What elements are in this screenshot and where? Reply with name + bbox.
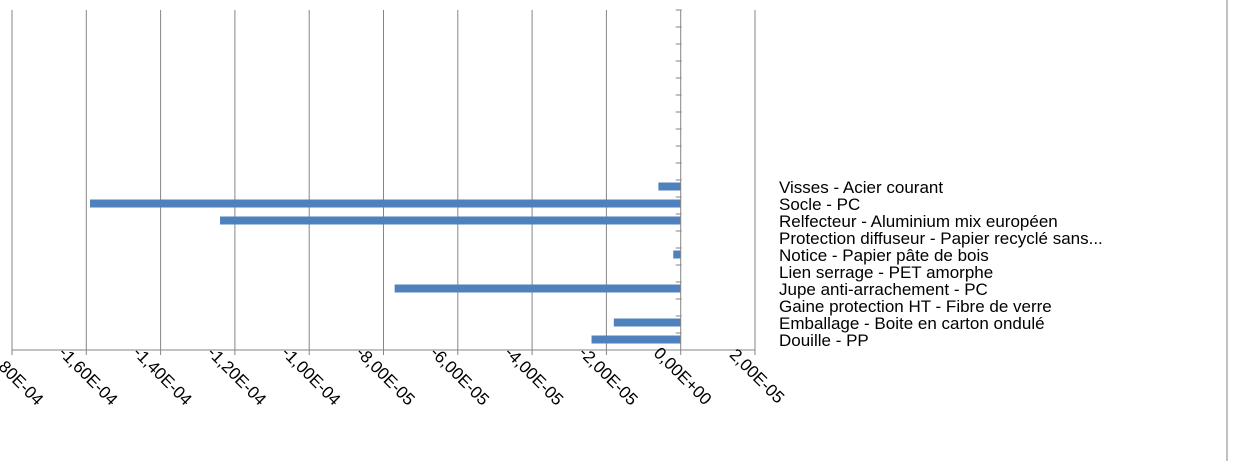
bar bbox=[220, 216, 681, 225]
bar bbox=[673, 250, 681, 259]
x-tick-label: -4,00E-05 bbox=[501, 343, 567, 409]
bar bbox=[394, 284, 681, 293]
category-label: Douille - PP bbox=[779, 331, 869, 350]
x-tick-label: -2,00E-05 bbox=[575, 343, 641, 409]
category-label: Jupe anti-arrachement - PC bbox=[779, 280, 988, 299]
x-tick-label: 2,00E-05 bbox=[726, 345, 788, 407]
category-label: Lien serrage - PET amorphe bbox=[779, 263, 993, 282]
gridlines bbox=[11, 10, 756, 350]
x-tick-label: -1,40E-04 bbox=[129, 343, 195, 409]
category-label: Notice - Papier pâte de bois bbox=[779, 246, 989, 265]
x-tick-labels: -1,80E-04 -1,60E-04 -1,40E-04 -1,20E-04 -1,0… bbox=[0, 343, 788, 409]
x-tick-label: -1,20E-04 bbox=[204, 343, 270, 409]
bar bbox=[613, 318, 681, 327]
bar bbox=[658, 182, 681, 191]
category-label: Socle - PC bbox=[779, 195, 860, 214]
x-tick-label: -1,60E-04 bbox=[55, 343, 121, 409]
category-label: Visses - Acier courant bbox=[779, 178, 943, 197]
bar bbox=[591, 335, 681, 344]
category-label: Protection diffuseur - Papier recyclé sa… bbox=[779, 229, 1103, 248]
x-tick-label: 0,00E+00 bbox=[650, 343, 715, 408]
bars bbox=[90, 182, 681, 344]
axes bbox=[11, 9, 756, 355]
x-tick-label: -1,00E-04 bbox=[278, 343, 344, 409]
bar bbox=[90, 199, 681, 208]
category-label: Gaine protection HT - Fibre de verre bbox=[779, 297, 1052, 316]
x-tick-label: -1,80E-04 bbox=[0, 343, 47, 409]
x-tick-label: -6,00E-05 bbox=[427, 343, 493, 409]
category-label: Emballage - Boite en carton ondulé bbox=[779, 314, 1045, 333]
x-tick-label: -8,00E-05 bbox=[352, 343, 418, 409]
category-label: Relfecteur - Aluminium mix européen bbox=[779, 212, 1058, 231]
